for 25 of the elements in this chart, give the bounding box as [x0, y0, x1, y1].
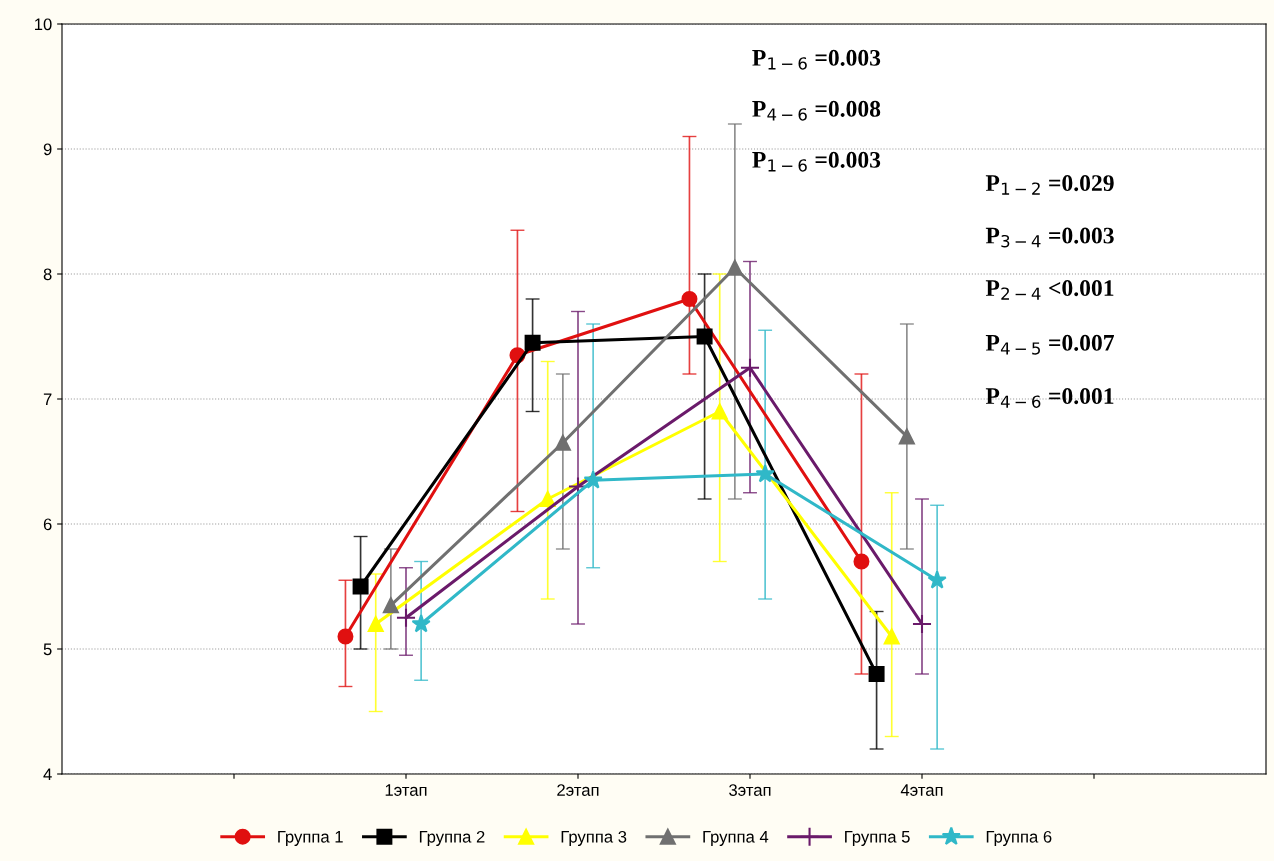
y-tick-label: 7: [43, 393, 52, 406]
legend-label: Группа 5: [845, 831, 910, 846]
y-tick-label: 6: [43, 518, 52, 531]
x-tick-label: 4этап: [900, 784, 943, 796]
annotation: P$_{3−4}$ =0.003: [985, 227, 1114, 248]
y-tick-label: 10: [35, 18, 52, 31]
annotation: P$_{4−6}$ =0.008: [752, 100, 881, 121]
annotation: P$_{1−6}$ =0.003: [752, 151, 881, 172]
legend-label: Группа 1: [278, 831, 343, 846]
legend-label: Группа 2: [419, 830, 485, 846]
annotation: P$_{2−4}$ <0.001: [985, 280, 1114, 300]
legend-label: Группа 4: [703, 831, 769, 846]
annotation: P$_{1−6}$ =0.003: [752, 49, 881, 70]
y-tick-label: 5: [43, 643, 52, 656]
x-tick-label: 2этап: [557, 784, 599, 796]
y-tick-label: 8: [43, 268, 52, 281]
legend-label: Группа 6: [986, 830, 1052, 846]
annotation: P$_{4−6}$ =0.001: [985, 388, 1114, 408]
y-tick-label: 4: [43, 768, 52, 781]
x-tick-label: 3этап: [729, 784, 771, 796]
legend-label: Группа 3: [561, 830, 627, 846]
y-tick-label: 9: [43, 143, 52, 156]
annotation: P$_{4−5}$ =0.007: [985, 334, 1114, 355]
x-tick-label: 1этап: [385, 784, 427, 796]
annotation: P$_{1−2}$ =0.029: [985, 175, 1114, 195]
